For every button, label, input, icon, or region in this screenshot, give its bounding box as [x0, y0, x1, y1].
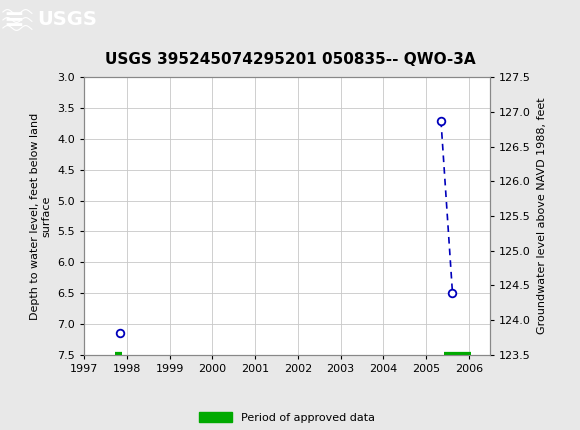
Y-axis label: Groundwater level above NAVD 1988, feet: Groundwater level above NAVD 1988, feet: [536, 98, 546, 335]
Text: USGS: USGS: [38, 10, 97, 30]
Legend: Period of approved data: Period of approved data: [194, 408, 380, 427]
Text: ≡: ≡: [3, 8, 24, 32]
Text: USGS 395245074295201 050835-- QWO-3A: USGS 395245074295201 050835-- QWO-3A: [104, 52, 476, 67]
Y-axis label: Depth to water level, feet below land
surface: Depth to water level, feet below land su…: [30, 113, 52, 319]
